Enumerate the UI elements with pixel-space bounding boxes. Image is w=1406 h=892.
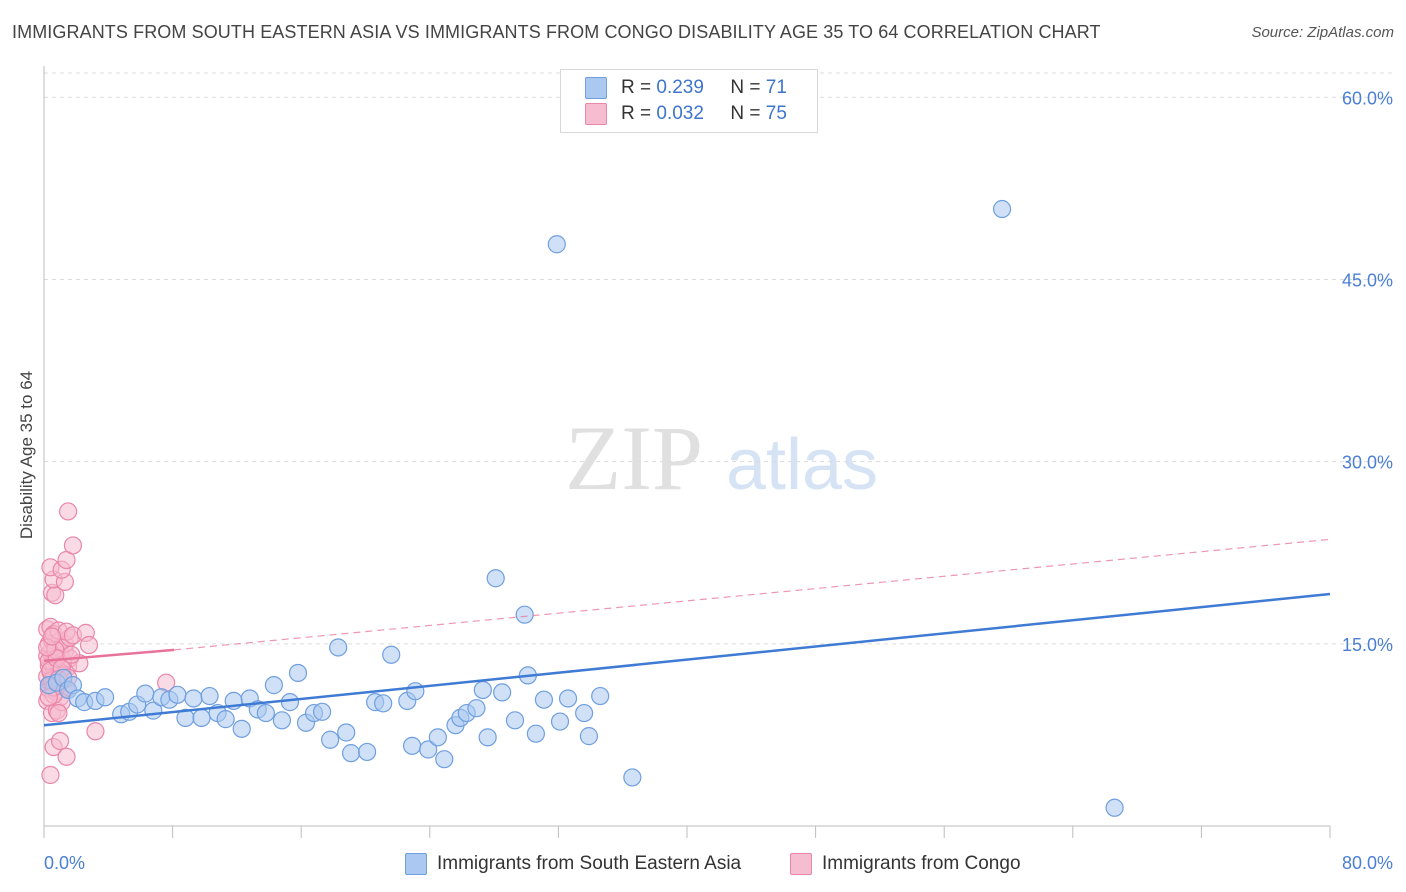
pink-data-point [86,722,105,741]
blue-data-point [428,728,447,747]
pink-data-point [63,536,83,555]
legend-r-label: R = [621,103,652,124]
pink-data-point [57,747,76,766]
blue-data-point [264,676,283,695]
y-tick-label: 60.0% [1342,88,1393,108]
pink-data-point [79,635,99,655]
blue-data-point [493,683,512,702]
legend: R = 0.239 N = 71 R = 0.032 N = 75 [560,69,818,133]
blue-data-point [467,699,486,718]
watermark-atlas: atlas [726,425,878,505]
legend-row-congo: R = 0.032 N = 75 [585,102,787,126]
bottom-legend-label-congo: Immigrants from Congo [822,853,1021,874]
y-tick-label: 45.0% [1342,270,1393,290]
blue-data-point [505,711,525,730]
blue-data-point [232,719,251,738]
blue-data-point [547,235,566,254]
legend-r-value: 0.239 [656,77,704,98]
pink-data-point [41,765,60,785]
blue-data-point [486,569,505,588]
blue-data-point [992,199,1012,219]
legend-r-value: 0.032 [656,103,704,124]
blue-data-point [1105,798,1124,817]
pink-data-point [50,731,70,751]
blue-data-point [95,688,115,707]
blue-data-point [168,685,187,704]
blue-data-point [374,694,393,713]
x-tick-label-max: 80.0% [1342,853,1393,873]
blue-data-point [419,740,438,759]
x-tick-label-min: 0.0% [44,853,85,873]
bottom-legend-label-sea: Immigrants from South Eastern Asia [437,853,742,874]
legend-swatch-blue [585,77,607,99]
blue-data-point [136,684,155,703]
blue-data-point [184,689,203,708]
blue-data-point [534,690,554,709]
legend-r-label: R = [621,77,652,98]
blue-data-point [575,703,594,723]
source-credit: Source: ZipAtlas.com [1251,24,1394,41]
blue-data-point [473,680,492,700]
blue-data-point [478,728,497,747]
blue-data-point [216,710,235,729]
blue-data-point [280,693,300,712]
blue-data-point [337,723,356,742]
blue-data-point [358,742,377,762]
legend-n-label: N = [730,77,761,98]
pink-data-point [59,502,78,521]
blue-data-point [435,750,454,769]
legend-row-sea: R = 0.239 N = 71 [585,76,787,100]
bottom-legend-congo: Immigrants from Congo [790,852,1021,876]
pink-data-point [49,703,68,723]
blue-data-point [579,727,599,746]
blue-data-point [406,682,425,701]
blue-data-point [200,686,219,706]
legend-n-value: 75 [765,103,787,124]
blue-data-point [272,711,292,730]
blue-data-point [329,638,348,657]
blue-data-point [515,605,534,624]
blue-data-point [382,645,401,664]
blue-data-point [591,686,610,706]
blue-data-point [192,708,211,728]
chart-title: IMMIGRANTS FROM SOUTH EASTERN ASIA VS IM… [12,22,1101,42]
blue-data-point [256,703,275,723]
blue-data-point [288,663,308,683]
pink-trend-line [43,648,175,663]
blue-data-point [558,689,578,708]
bottom-legend-sea: Immigrants from South Eastern Asia [405,852,741,876]
legend-n-value: 71 [765,77,787,98]
blue-data-point [341,744,361,763]
blue-data-point [312,702,332,721]
bottom-legend-swatch-pink [790,853,812,875]
legend-swatch-pink [585,103,607,125]
blue-data-point [623,768,642,787]
blue-data-point [321,730,340,749]
watermark-zip: ZIP [565,407,703,509]
blue-data-point [526,724,545,743]
legend-n-label: N = [730,103,761,124]
pink-trend-line-dashed [174,538,1331,651]
watermark: ZIP atlas [565,407,878,509]
pink-data-point [42,627,62,646]
y-tick-label: 30.0% [1342,453,1393,473]
blue-data-point [550,712,570,731]
y-tick-label: 15.0% [1342,635,1393,655]
blue-data-point [403,736,422,755]
pink-data-point [62,645,81,664]
bottom-legend-swatch-blue [405,853,427,875]
blue-trend-line [43,592,1331,727]
